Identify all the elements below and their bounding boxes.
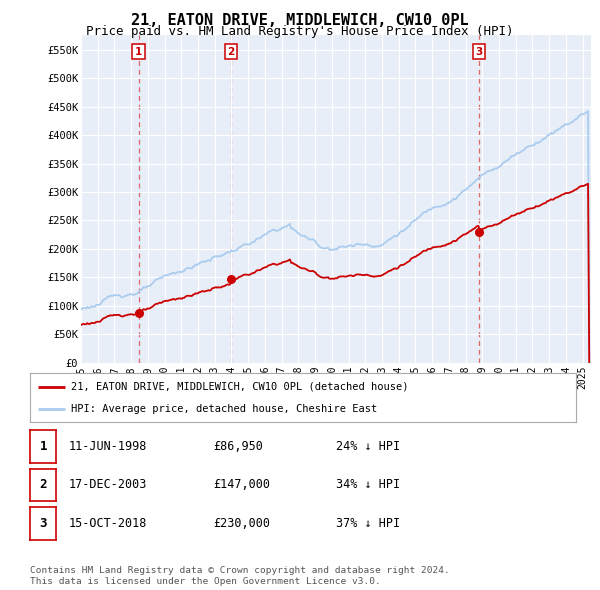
Text: 21, EATON DRIVE, MIDDLEWICH, CW10 0PL (detached house): 21, EATON DRIVE, MIDDLEWICH, CW10 0PL (d… [71, 382, 409, 392]
Text: £230,000: £230,000 [213, 517, 270, 530]
Text: £147,000: £147,000 [213, 478, 270, 491]
Text: 11-JUN-1998: 11-JUN-1998 [69, 440, 148, 453]
Text: Contains HM Land Registry data © Crown copyright and database right 2024.
This d: Contains HM Land Registry data © Crown c… [30, 566, 450, 586]
Text: 24% ↓ HPI: 24% ↓ HPI [336, 440, 400, 453]
Text: 1: 1 [40, 440, 47, 453]
Text: 2: 2 [40, 478, 47, 491]
Text: Price paid vs. HM Land Registry's House Price Index (HPI): Price paid vs. HM Land Registry's House … [86, 25, 514, 38]
Text: 17-DEC-2003: 17-DEC-2003 [69, 478, 148, 491]
Text: HPI: Average price, detached house, Cheshire East: HPI: Average price, detached house, Ches… [71, 404, 377, 414]
Text: 2: 2 [227, 47, 235, 57]
Text: £86,950: £86,950 [213, 440, 263, 453]
Text: 34% ↓ HPI: 34% ↓ HPI [336, 478, 400, 491]
Text: 3: 3 [40, 517, 47, 530]
Text: 15-OCT-2018: 15-OCT-2018 [69, 517, 148, 530]
Text: 21, EATON DRIVE, MIDDLEWICH, CW10 0PL: 21, EATON DRIVE, MIDDLEWICH, CW10 0PL [131, 13, 469, 28]
Text: 3: 3 [475, 47, 482, 57]
Text: 37% ↓ HPI: 37% ↓ HPI [336, 517, 400, 530]
Text: 1: 1 [135, 47, 142, 57]
